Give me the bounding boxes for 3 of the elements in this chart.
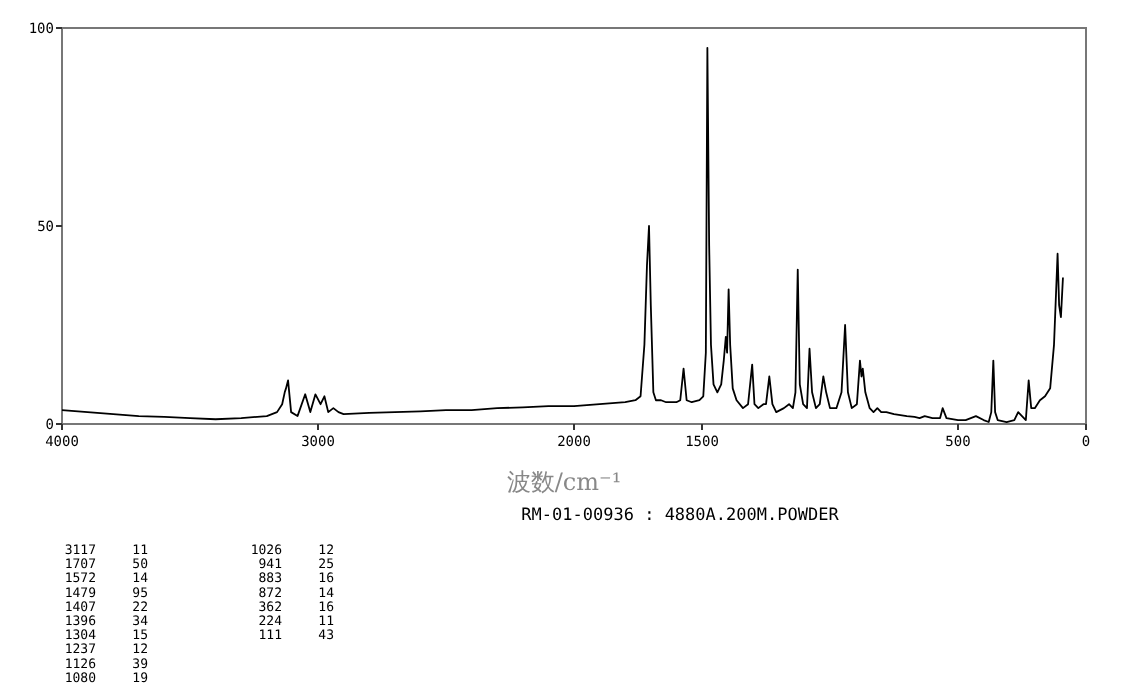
line-series	[61, 46, 1064, 423]
text: RM-01-00936 : 4880A.200M.POWDER	[521, 506, 841, 526]
x-axis-title: 波数/cm⁻¹	[506, 468, 622, 496]
